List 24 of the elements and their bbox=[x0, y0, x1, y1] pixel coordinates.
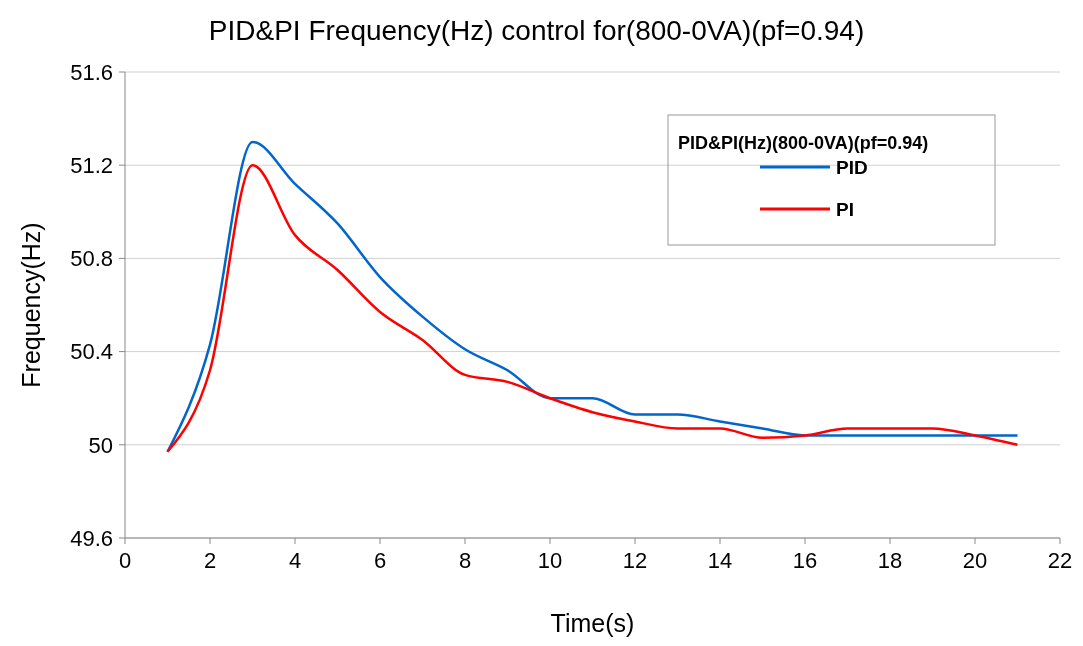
x-tick-label: 2 bbox=[203, 548, 217, 573]
y-axis-title: Frequency(Hz) bbox=[17, 222, 45, 388]
chart-title: PID&PI Frequency(Hz) control for(800-0VA)(pf=0.94) bbox=[208, 15, 865, 46]
y-tick-label: 51.2 bbox=[70, 152, 113, 178]
legend-label: PID bbox=[836, 157, 868, 178]
x-axis-title: Time(s) bbox=[550, 609, 635, 637]
x-tick-label: 20 bbox=[962, 548, 988, 573]
x-tick-label: 0 bbox=[118, 548, 132, 573]
y-tick-label: 50 bbox=[88, 432, 113, 458]
x-tick-label: 6 bbox=[373, 548, 387, 573]
legend-title: PID&PI(Hz)(800-0VA)(pf=0.94) bbox=[678, 133, 929, 153]
x-tick-label: 16 bbox=[792, 548, 818, 573]
x-tick-label: 18 bbox=[877, 548, 903, 573]
x-tick-label: 4 bbox=[288, 548, 302, 573]
x-tick-label: 12 bbox=[622, 548, 648, 573]
x-tick-label: 10 bbox=[537, 548, 563, 573]
x-tick-label: 14 bbox=[707, 548, 733, 573]
y-tick-label: 50.8 bbox=[70, 246, 113, 272]
y-tick-label: 49.6 bbox=[70, 525, 113, 551]
y-tick-label: 51.6 bbox=[70, 59, 113, 85]
x-tick-label: 22 bbox=[1047, 548, 1073, 573]
y-tick-label: 50.4 bbox=[70, 339, 113, 365]
legend-label: PI bbox=[836, 199, 854, 220]
x-tick-label: 8 bbox=[458, 548, 472, 573]
